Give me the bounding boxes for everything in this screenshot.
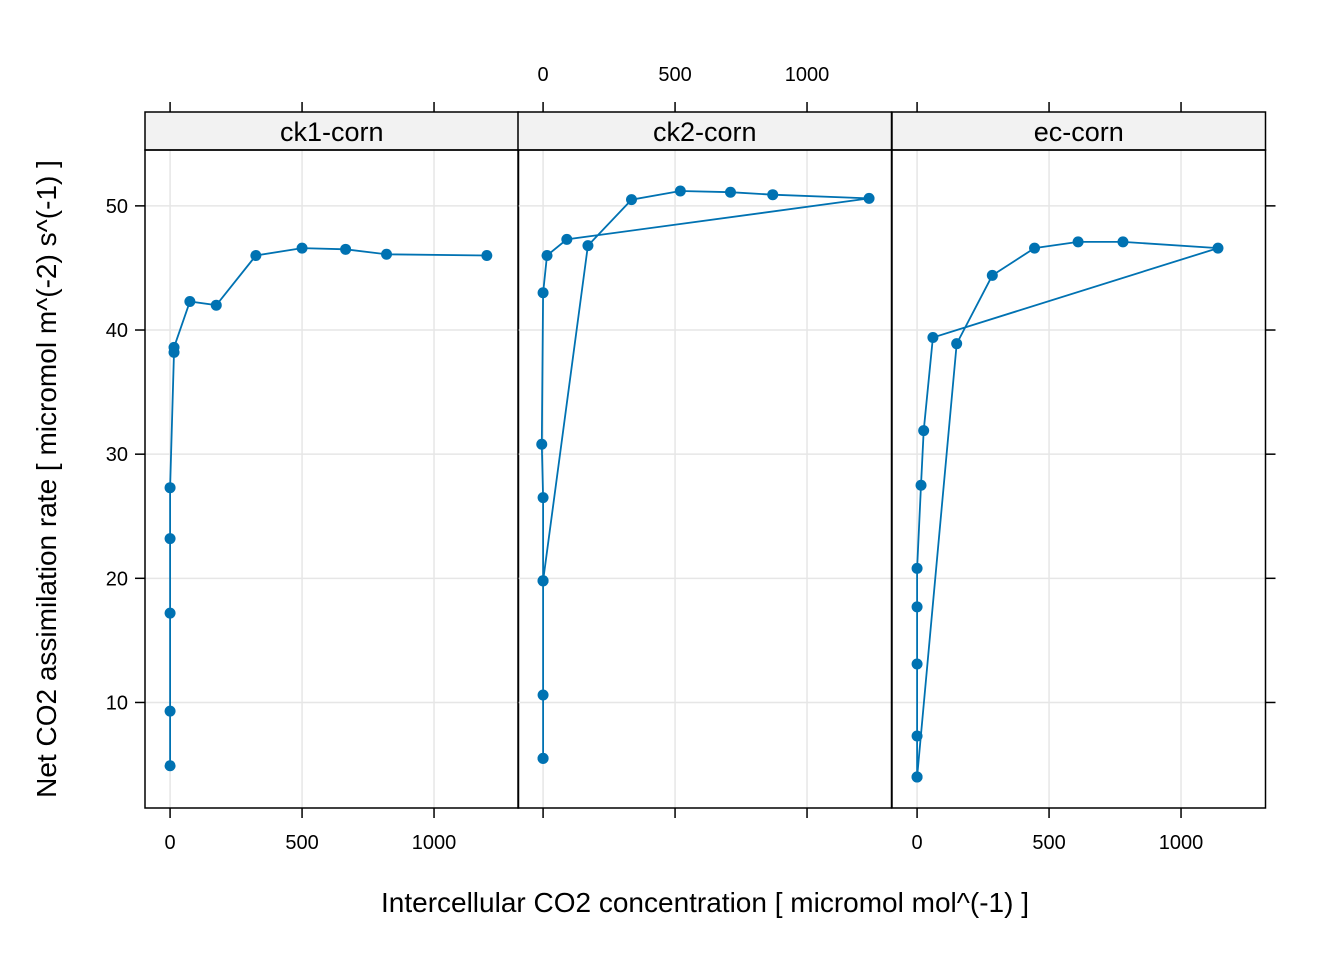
data-point [536, 438, 548, 450]
x-tick-label: 1000 [785, 64, 830, 86]
data-point [1117, 236, 1129, 248]
x-axis-title: Intercellular CO2 concentration [ microm… [381, 887, 1029, 918]
y-tick-label: 10 [106, 692, 128, 714]
data-point [911, 562, 923, 574]
data-point [537, 575, 549, 587]
data-point [168, 341, 180, 353]
data-point [626, 194, 638, 206]
data-point [986, 269, 998, 281]
panel-border [517, 149, 893, 809]
data-point [927, 331, 939, 343]
y-axis-title: Net CO2 assimilation rate [ micromol m^(… [31, 160, 62, 798]
panel-ec-corn: ec-corn 0 500 1000 [891, 102, 1276, 854]
data-point [911, 771, 923, 783]
panel-border [891, 149, 1267, 809]
series-line [540, 190, 870, 759]
data-point [724, 186, 736, 198]
data-point [164, 607, 176, 619]
data-point [481, 250, 493, 262]
data-point [911, 601, 923, 613]
x-tick-label: 500 [285, 832, 318, 854]
data-point [918, 425, 930, 437]
panel-strip-label: ck2-corn [653, 117, 757, 147]
data-point [184, 295, 196, 307]
data-point [164, 705, 176, 717]
panel-strip-label: ec-corn [1034, 117, 1124, 147]
data-point [537, 752, 549, 764]
data-point [537, 492, 549, 504]
panels-layer: ck1-corn 0 500 1000 10 20 30 40 50 ck2-corn 0 500 10… [106, 64, 1276, 854]
data-point [911, 730, 923, 742]
data-point [210, 299, 222, 311]
data-point [340, 243, 352, 255]
x-tick-label: 0 [538, 64, 549, 86]
data-point [250, 250, 262, 262]
data-point [537, 689, 549, 701]
data-point [1029, 242, 1041, 254]
y-tick-label: 40 [106, 320, 128, 342]
data-point [915, 479, 927, 491]
data-point [561, 233, 573, 245]
panel-strip-label: ck1-corn [280, 117, 384, 147]
x-tick-label: 500 [658, 64, 691, 86]
series-line [916, 240, 1219, 778]
panel-strip [144, 111, 520, 151]
x-tick-label: 0 [912, 832, 923, 854]
data-point [164, 533, 176, 545]
data-point [863, 192, 875, 204]
data-point [767, 189, 779, 201]
x-tick-label: 1000 [412, 832, 457, 854]
data-point [537, 287, 549, 299]
y-tick-label: 50 [106, 196, 128, 218]
panel-ck2-corn: ck2-corn 0 500 1000 [517, 64, 893, 818]
data-point [911, 658, 923, 670]
y-tick-label: 30 [106, 444, 128, 466]
data-point [1072, 236, 1084, 248]
data-point [541, 250, 553, 262]
data-point [951, 338, 963, 350]
data-point [1212, 242, 1224, 254]
data-point [164, 482, 176, 494]
data-point [296, 242, 308, 254]
data-point [381, 248, 393, 260]
data-point [582, 240, 594, 252]
x-tick-label: 1000 [1159, 832, 1204, 854]
x-tick-label: 500 [1032, 832, 1065, 854]
data-point [674, 185, 686, 197]
series-line [169, 247, 487, 766]
panel-ck1-corn: ck1-corn 0 500 1000 10 20 30 40 50 [106, 102, 520, 854]
data-point [164, 760, 176, 772]
y-tick-label: 20 [106, 568, 128, 590]
x-tick-label: 0 [165, 832, 176, 854]
